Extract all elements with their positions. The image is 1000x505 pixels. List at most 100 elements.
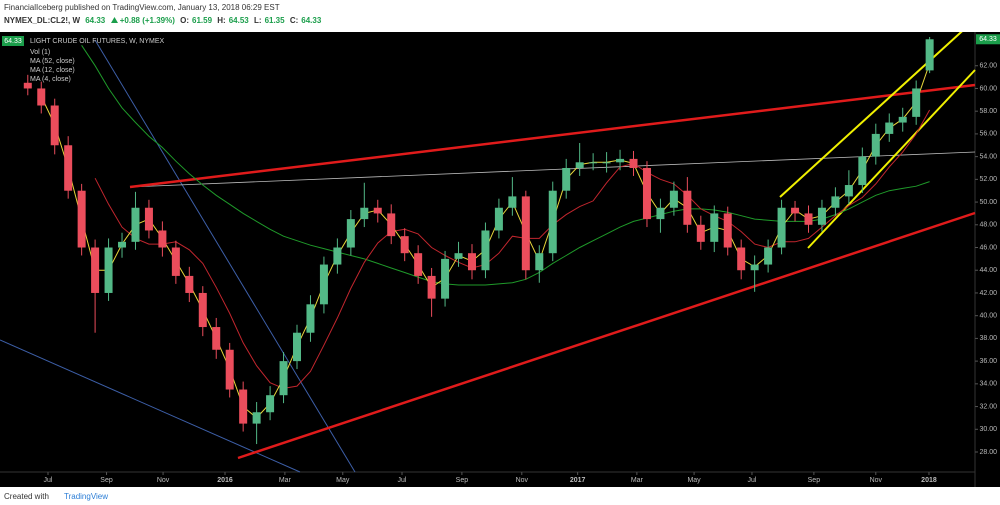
legend-entry: MA (4, close) [30,76,71,83]
candle-body [548,190,557,254]
x-tick-label: Jul [44,477,53,484]
candle-body [158,230,167,248]
y-tick-label: 44.00 [979,267,997,274]
footer-text: Created with [4,492,49,501]
candle-body [427,275,436,299]
candle-body [319,264,328,305]
candle-body [306,304,315,333]
candle-body [441,258,450,299]
y-tick-label: 32.00 [979,403,997,410]
candle-body [642,167,651,220]
candle-body [212,327,221,350]
quote-line: NYMEX_DL:CL2!, W 64.33 +0.88 (+1.39%) O:… [4,16,324,25]
trend-line [94,39,356,473]
candle-body [629,158,638,168]
trend-line [129,151,976,188]
candle-body [737,247,746,271]
trend-line [0,339,301,473]
y-tick-label: 34.00 [979,381,997,388]
candle-body [481,230,490,271]
y-tick-label: 30.00 [979,426,997,433]
price-tag [2,36,24,46]
x-tick-label: 2017 [570,477,586,484]
candle-body [562,167,571,191]
y-tick-label: 42.00 [979,290,997,297]
price-tag-label: 64.33 [4,38,22,45]
quote-label: H: [217,16,226,25]
quote-label: L: [254,16,262,25]
change: +0.88 (+1.39%) [119,16,175,25]
candle-body [467,253,476,271]
candle-body [360,207,369,220]
x-tick-label: Nov [516,477,529,484]
quote-label: O: [180,16,190,25]
candle-body [346,219,355,248]
candle-body [844,185,853,197]
candle-body [171,247,180,276]
candle-body [589,162,598,164]
y-tick-label: 60.00 [979,85,997,92]
candle-body [185,275,194,293]
x-tick-label: Sep [100,477,113,484]
x-tick-label: Jul [747,477,756,484]
y-tick-label: 28.00 [979,449,997,456]
candle-body [118,241,127,248]
candle-body [723,213,732,248]
candle-body [710,213,719,242]
candle-body [77,190,86,248]
y-tick-label: 36.00 [979,358,997,365]
candle-body [575,162,584,168]
candle-body [50,105,59,146]
candle-body [333,247,342,265]
candle-body [616,158,625,163]
candle-body [656,207,665,220]
price-tag-label: 64.33 [979,36,997,43]
candle-body [898,116,907,123]
last-price: 64.33 [85,16,106,25]
moving-average [81,45,930,286]
candle-body [764,247,773,265]
quote-high: 64.53 [228,16,249,25]
x-tick-label: Nov [157,477,170,484]
x-tick-label: Mar [631,477,644,484]
candle-body [817,207,826,225]
channel-line [779,32,963,198]
candle-body [669,190,678,208]
candle-body [104,247,113,293]
drawings [0,32,976,473]
candle-body [535,253,544,271]
moving-average [94,109,931,389]
legend: Vol (1) MA (52, close) MA (12, close) MA (4… [30,49,75,83]
channel-line [807,69,976,249]
candle-body [414,253,423,276]
legend-entry: MA (12, close) [30,67,75,74]
y-tick-label: 38.00 [979,335,997,342]
candle-body [683,190,692,225]
candle-body [885,122,894,134]
x-tick-label: May [687,477,701,484]
x-tick-label: Jul [398,477,407,484]
symbol: NYMEX_DL:CL2!, W [4,16,80,25]
price-tag [976,34,1000,45]
candle-body [225,349,234,390]
up-arrow [110,17,118,23]
x-tick-label: Mar [279,477,292,484]
publisher-line: FinancialIceberg published on TradingVie… [4,3,280,12]
candle-body [198,292,207,328]
y-tick-label: 56.00 [979,131,997,138]
trend-line [129,83,976,189]
candle-body [858,156,867,186]
candle-body [602,162,611,164]
candle-body [23,82,32,89]
quote-low: 61.35 [264,16,285,25]
x-tick-label: 2016 [217,477,233,484]
y-tick-label: 52.00 [979,176,997,183]
x-tick-label: Nov [870,477,883,484]
quote-open: 61.59 [192,16,213,25]
candle-body [912,88,921,117]
candle-body [400,236,409,254]
candle-body [871,133,880,157]
candle-body [144,207,153,231]
footer-brand: TradingView [64,492,109,501]
